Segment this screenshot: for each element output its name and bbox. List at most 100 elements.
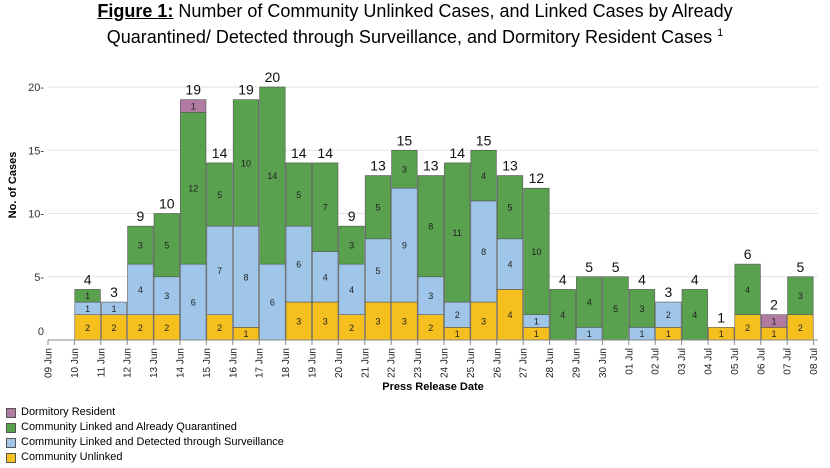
bar-segment xyxy=(338,225,365,265)
x-axis-ticks: 09 Jun 10 Jun 11 Jun 12 Jun 13 Jun 14 Jun 15 J… xyxy=(44,340,820,378)
bar-segment xyxy=(364,301,392,341)
title-text-1: Number of Community Unlinked Cases, and … xyxy=(173,1,733,21)
x-tick-label: 24 Jun xyxy=(440,348,451,378)
x-tick-label: 11 Jun xyxy=(96,348,107,377)
bar-segment xyxy=(232,225,260,328)
bar-total-label: 4 xyxy=(691,271,699,287)
y-tick-label: 10- xyxy=(28,209,44,221)
bar-total-label: 14 xyxy=(449,145,465,161)
bar-segment xyxy=(470,200,497,303)
bar-segment xyxy=(391,149,418,189)
bar-total-label: 13 xyxy=(423,158,439,174)
segment-value-label: 2 xyxy=(85,323,90,333)
segment-value-label: 1 xyxy=(85,291,90,301)
segment-value-label: 5 xyxy=(217,190,222,200)
bar-segment xyxy=(232,99,260,227)
legend-label: Community Linked and Detected through Su… xyxy=(21,436,284,448)
legend-item: Community Linked and Detected through Su… xyxy=(6,435,284,450)
bar-segment xyxy=(153,213,180,278)
segment-value-label: 3 xyxy=(428,291,433,301)
x-tick-label: 03 Jul xyxy=(677,348,688,375)
segment-value-label: 1 xyxy=(534,317,539,327)
bar-total-label: 13 xyxy=(370,158,386,174)
bar-segment xyxy=(523,187,550,315)
bar-total-label: 6 xyxy=(744,246,752,262)
segment-value-label: 1 xyxy=(191,101,196,111)
legend-item: Dormitory Resident xyxy=(6,405,284,420)
segment-value-label: 1 xyxy=(455,329,460,339)
bar-total-label: 1 xyxy=(717,309,725,325)
segment-value-label: 3 xyxy=(375,317,380,327)
y-axis-label: No. of Cases xyxy=(7,152,19,219)
bar-total-label: 2 xyxy=(770,297,778,313)
bar-segment xyxy=(285,301,312,341)
segment-value-label: 4 xyxy=(481,171,486,181)
segment-value-label: 1 xyxy=(243,329,248,339)
segment-value-label: 11 xyxy=(453,228,462,238)
bar-segment xyxy=(74,314,101,341)
bar-total-label: 4 xyxy=(638,271,646,287)
bar-total-label: 15 xyxy=(397,132,413,148)
bar-segment xyxy=(180,112,207,265)
segment-value-label: 2 xyxy=(798,323,803,333)
bar-segment xyxy=(127,263,154,316)
x-tick-label: 12 Jun xyxy=(123,348,134,378)
x-tick-label: 05 Jul xyxy=(730,348,741,375)
segment-value-label: 8 xyxy=(428,222,433,232)
bar-segment xyxy=(259,263,286,341)
segment-value-label: 5 xyxy=(507,203,512,213)
segment-value-label: 3 xyxy=(138,241,143,251)
bar-total-label: 19 xyxy=(238,82,254,98)
legend-item: Community Linked and Already Quarantined xyxy=(6,420,284,435)
segment-value-label: 4 xyxy=(349,285,354,295)
x-tick-label: 26 Jun xyxy=(492,348,503,378)
bar-segment xyxy=(127,225,154,265)
segment-value-label: 3 xyxy=(323,317,328,327)
segment-value-label: 4 xyxy=(745,285,750,295)
x-tick-label: 13 Jun xyxy=(149,348,160,378)
segment-value-label: 7 xyxy=(217,266,222,276)
x-tick-label: 10 Jun xyxy=(70,348,81,378)
bar-segment xyxy=(285,162,312,227)
segment-value-label: 3 xyxy=(164,291,169,301)
bar-segment xyxy=(74,289,101,303)
y-tick-label: 0 xyxy=(38,326,44,338)
bar-segment xyxy=(628,289,656,328)
bar-segment xyxy=(285,225,312,303)
x-tick-label: 22 Jun xyxy=(387,348,398,378)
legend: Dormitory Resident Community Linked and A… xyxy=(6,405,284,465)
title-line-2: Quarantined/ Detected through Surveillan… xyxy=(0,22,830,48)
segment-labels: 2112124323561212751810614365347243355393… xyxy=(85,101,803,339)
bar-total-label: 9 xyxy=(137,208,145,224)
segment-value-label: 10 xyxy=(531,247,541,257)
bar-total-label: 14 xyxy=(291,145,307,161)
bar-segment xyxy=(391,187,418,303)
bar-total-label: 19 xyxy=(185,82,201,98)
legend-label: Dormitory Resident xyxy=(21,406,116,418)
title-footnote: 1 xyxy=(717,27,724,39)
segment-value-label: 7 xyxy=(323,203,328,213)
figure-label: Figure 1: xyxy=(97,1,174,21)
x-tick-label: 16 Jun xyxy=(228,348,239,378)
legend-label: Community Linked and Already Quarantined xyxy=(21,421,237,433)
bar-total-label: 5 xyxy=(797,259,805,275)
x-tick-label: 19 Jun xyxy=(308,348,319,378)
bar-segment xyxy=(312,162,339,252)
bars xyxy=(74,86,814,341)
segment-value-label: 8 xyxy=(243,272,248,282)
x-tick-label: 09 Jun xyxy=(44,348,55,378)
bar-total-label: 14 xyxy=(317,145,333,161)
chart-title: Figure 1: Number of Community Unlinked C… xyxy=(0,0,830,48)
x-tick-label: 01 Jul xyxy=(624,348,635,375)
segment-value-label: 2 xyxy=(111,323,116,333)
legend-swatch xyxy=(6,437,16,448)
segment-value-label: 3 xyxy=(798,291,803,301)
segment-value-label: 5 xyxy=(164,241,169,251)
bar-segment xyxy=(787,276,814,316)
bar-segment xyxy=(312,251,339,303)
bar-segment xyxy=(734,263,761,316)
segment-value-label: 6 xyxy=(191,298,196,308)
segment-value-label: 3 xyxy=(296,317,301,327)
